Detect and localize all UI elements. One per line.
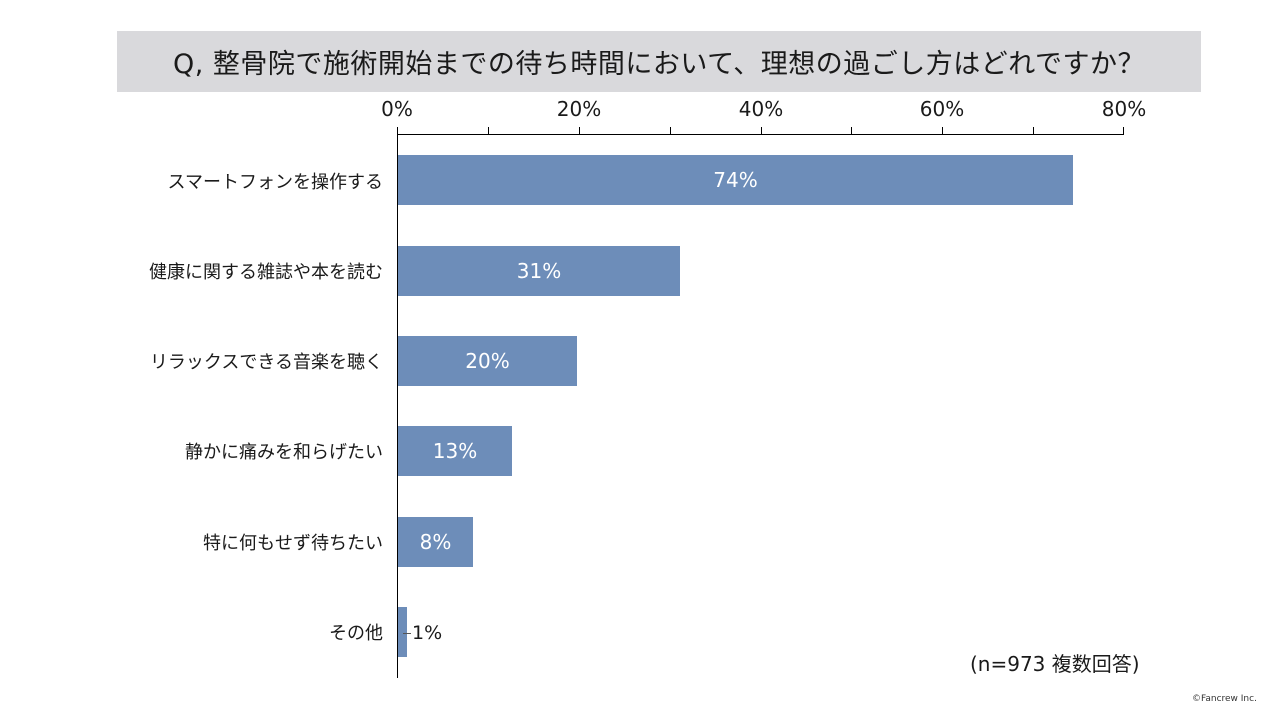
chart-title: Q, 整骨院で施術開始までの待ち時間において、理想の過ごし方はどれですか？ <box>173 49 1145 80</box>
category-label: 特に何もせず待ちたい <box>203 533 383 554</box>
category-label: 健康に関する雑誌や本を読む <box>149 262 383 283</box>
y-axis-line <box>397 134 398 678</box>
bar-quiet: 13% <box>398 426 512 476</box>
x-tick <box>942 127 943 135</box>
category-label: リラックスできる音楽を聴く <box>149 352 383 373</box>
x-tick-label-60: 60% <box>919 97 965 121</box>
chart-title-band: Q, 整骨院で施術開始までの待ち時間において、理想の過ごし方はどれですか？ <box>117 31 1201 92</box>
x-tick-label-40: 40% <box>738 97 784 121</box>
bar-magazine: 31% <box>398 246 680 296</box>
bar-value-label: 13% <box>432 439 478 463</box>
x-tick-label-20: 20% <box>556 97 602 121</box>
x-tick <box>670 127 671 135</box>
x-tick-label-0: 0% <box>381 97 413 121</box>
bar-music: 20% <box>398 336 577 386</box>
x-tick <box>1123 127 1124 135</box>
bar-smartphone: 74% <box>398 155 1073 205</box>
bar-nothing: 8% <box>398 517 473 567</box>
category-label: スマートフォンを操作する <box>167 172 383 193</box>
bar-value-label-outside: 1% <box>412 622 443 644</box>
bar-value-label: 31% <box>516 259 562 283</box>
x-tick <box>851 127 852 135</box>
x-tick <box>1033 127 1034 135</box>
category-label: 静かに痛みを和らげたい <box>185 442 383 463</box>
category-label: その他 <box>329 623 383 644</box>
x-tick <box>761 127 762 135</box>
bar-value-label: 74% <box>713 168 758 192</box>
bar-other <box>398 607 407 657</box>
bar-value-label: 20% <box>465 349 510 373</box>
x-tick <box>488 127 489 135</box>
copyright-credit: ©Fancrew Inc. <box>1192 694 1257 704</box>
x-axis-line <box>397 134 1124 135</box>
bar-value-label: 8% <box>419 530 452 554</box>
x-tick <box>579 127 580 135</box>
leader-line <box>403 633 411 634</box>
x-tick-label-80: 80% <box>1101 97 1147 121</box>
sample-note: (n=973 複数回答) <box>970 652 1140 676</box>
x-tick <box>397 127 398 135</box>
